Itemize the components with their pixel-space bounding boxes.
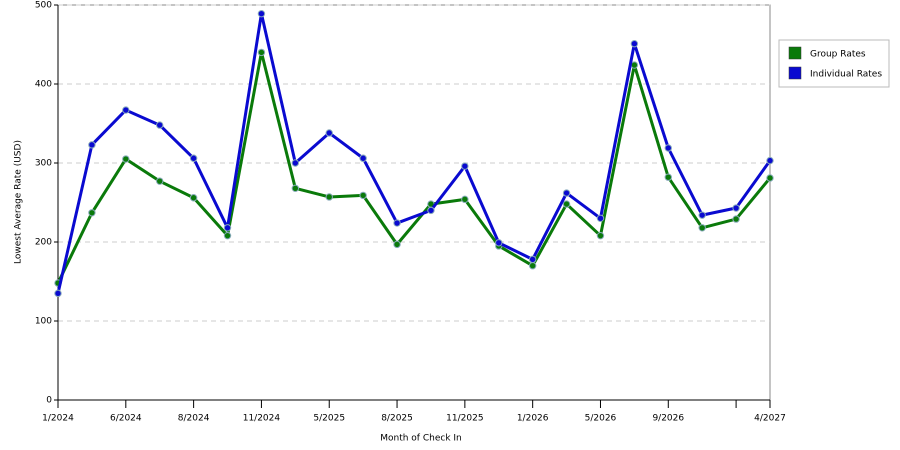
y-tick-label: 200	[35, 238, 52, 248]
data-point	[257, 48, 266, 57]
data-point	[495, 239, 503, 247]
data-point	[88, 141, 96, 149]
data-point	[189, 194, 198, 202]
data-point	[427, 206, 435, 215]
x-tick-label: 11/2024	[243, 414, 281, 424]
series-line	[56, 50, 772, 284]
data-point	[732, 204, 740, 212]
data-point	[766, 174, 774, 182]
data-point	[766, 156, 774, 165]
x-tick-label: 11/2025	[446, 414, 483, 424]
data-point	[664, 173, 672, 181]
data-point	[189, 154, 198, 162]
x-tick-label: 5/2025	[313, 414, 345, 424]
data-point	[596, 231, 605, 240]
data-point	[257, 9, 266, 18]
x-tick-label: 6/2024	[110, 414, 142, 424]
data-point	[732, 215, 740, 223]
data-point	[528, 255, 537, 264]
legend-label: Group Rates	[810, 50, 866, 60]
data-point	[223, 224, 232, 232]
plot-frame	[57, 4, 771, 401]
x-tick-label: 1/2026	[517, 414, 549, 424]
data-point	[291, 184, 300, 192]
x-tick-label: 8/2025	[381, 414, 413, 424]
data-point	[325, 129, 333, 137]
x-tick-label: 9/2026	[652, 414, 684, 424]
data-point	[461, 162, 469, 170]
data-point	[156, 121, 164, 129]
data-point	[596, 214, 605, 223]
x-tick-label: 4/2027	[754, 414, 786, 424]
data-point	[461, 195, 469, 204]
data-point	[562, 189, 571, 197]
data-point	[156, 177, 164, 185]
data-point	[223, 231, 232, 240]
y-tick-label: 300	[35, 159, 52, 169]
data-point	[630, 40, 639, 48]
y-tick-label: 100	[35, 317, 52, 327]
data-point	[359, 191, 367, 200]
data-point	[88, 209, 96, 217]
data-point	[698, 224, 706, 232]
x-tick-label: 5/2026	[585, 414, 617, 424]
series-line	[56, 12, 772, 294]
x-tick-label: 1/2024	[42, 414, 74, 424]
data-point	[122, 155, 130, 163]
data-point	[393, 240, 401, 249]
data-point	[291, 159, 300, 167]
legend-swatch	[788, 46, 802, 60]
y-tick-label: 0	[46, 396, 52, 406]
y-axis-label: Lowest Average Rate (USD)	[14, 140, 24, 264]
data-point	[393, 219, 401, 227]
data-point	[562, 200, 571, 208]
x-tick-label: 8/2024	[178, 414, 210, 424]
data-point	[54, 289, 62, 298]
data-point	[698, 211, 706, 219]
data-point	[664, 144, 672, 152]
data-point	[359, 154, 367, 162]
y-tick-label: 500	[35, 1, 52, 11]
legend-swatch	[788, 66, 802, 80]
y-tick-label: 400	[35, 80, 52, 90]
data-point	[528, 262, 537, 270]
x-axis-label: Month of Check In	[380, 434, 462, 444]
data-point	[122, 106, 130, 114]
data-point	[325, 193, 333, 201]
legend-label: Individual Rates	[810, 70, 882, 80]
